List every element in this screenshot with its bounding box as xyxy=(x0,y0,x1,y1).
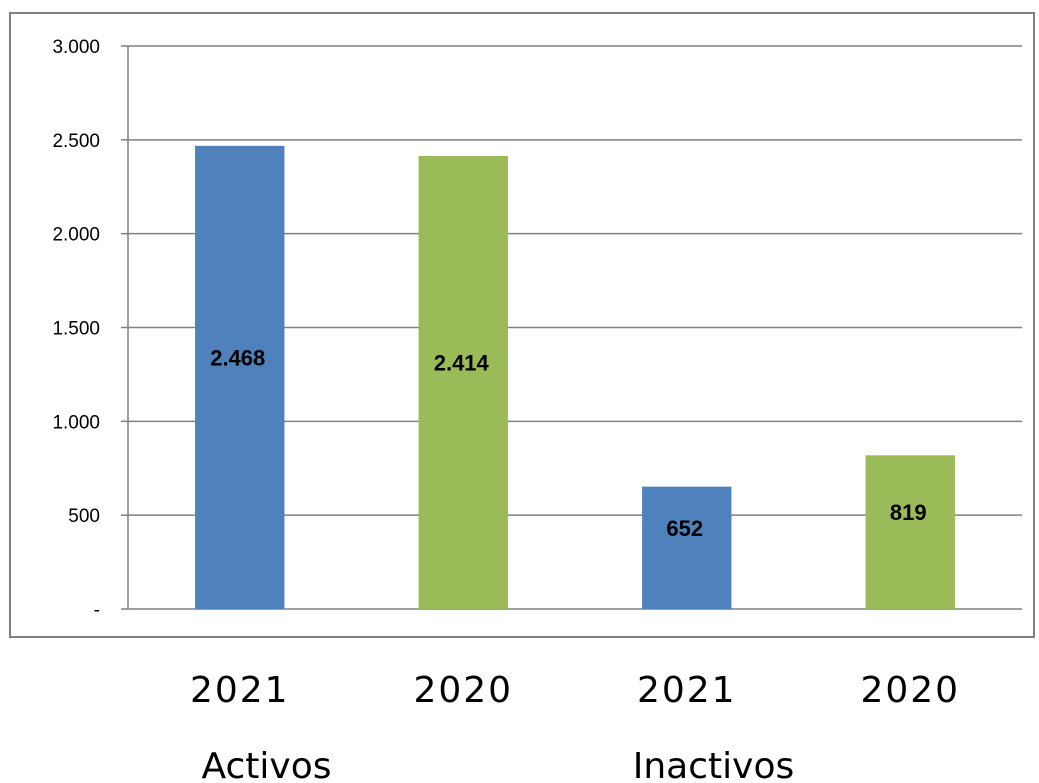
axes xyxy=(121,45,129,610)
y-tick-label: 1.500 xyxy=(52,319,100,340)
y-tick-label: 3.000 xyxy=(52,37,100,58)
bar xyxy=(642,486,732,609)
x-category-label: 2021 xyxy=(637,670,737,711)
data-label: 2.414 xyxy=(434,350,490,375)
x-group-label: Inactivos xyxy=(633,746,795,783)
x-group-label: Activos xyxy=(202,746,332,783)
x-category-label: 2020 xyxy=(413,670,513,711)
bar xyxy=(865,455,955,609)
y-tick-label: 500 xyxy=(68,506,100,527)
y-tick-label: - xyxy=(94,600,100,621)
y-tick-label: 1.000 xyxy=(52,412,100,433)
data-label: 2.468 xyxy=(210,345,265,370)
y-tick-label: 2.500 xyxy=(52,131,100,152)
data-label: 652 xyxy=(666,516,703,541)
data-label: 819 xyxy=(890,500,927,525)
bar xyxy=(418,155,508,610)
labels: - 500 1.000 1.500 2.000 2.500 3.000 2.468 2.414 6… xyxy=(52,37,960,783)
bars xyxy=(195,145,955,610)
bar xyxy=(195,145,285,609)
x-category-label: 2021 xyxy=(190,670,290,711)
x-category-label: 2020 xyxy=(860,670,960,711)
y-tick-label: 2.000 xyxy=(52,225,100,246)
plot-frame xyxy=(9,12,1035,638)
